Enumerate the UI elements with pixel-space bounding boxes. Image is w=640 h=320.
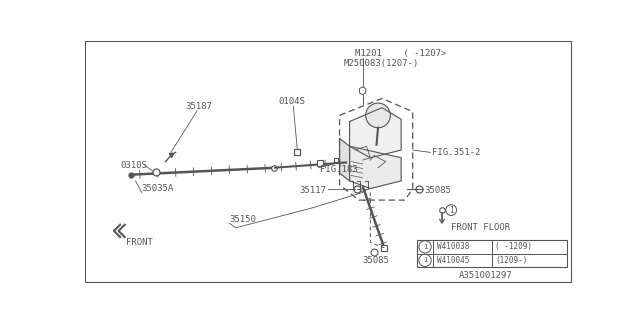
Text: 1: 1 xyxy=(449,206,454,215)
Polygon shape xyxy=(340,139,349,181)
Circle shape xyxy=(365,103,390,128)
Text: 35085: 35085 xyxy=(363,256,390,265)
Text: 35035A: 35035A xyxy=(141,184,174,193)
Text: ( -1209): ( -1209) xyxy=(495,242,532,252)
Polygon shape xyxy=(349,146,401,188)
Bar xyxy=(417,240,568,267)
Text: 35117: 35117 xyxy=(300,186,326,195)
Polygon shape xyxy=(349,108,401,158)
Text: 35085: 35085 xyxy=(424,186,451,195)
Text: FRONT: FRONT xyxy=(126,238,153,247)
Polygon shape xyxy=(360,87,365,95)
Text: M250083(1207-): M250083(1207-) xyxy=(344,59,419,68)
Text: 1: 1 xyxy=(423,244,428,250)
Text: 35187: 35187 xyxy=(186,102,212,111)
Text: W410045: W410045 xyxy=(436,256,469,265)
Text: 35150: 35150 xyxy=(230,215,256,224)
Text: 0310S: 0310S xyxy=(120,161,147,170)
Text: (1209-): (1209-) xyxy=(495,256,527,265)
Text: 1: 1 xyxy=(423,257,428,263)
Text: FIG.183: FIG.183 xyxy=(320,165,358,174)
Text: M1201    ( -1207>: M1201 ( -1207> xyxy=(355,49,446,58)
Text: W410038: W410038 xyxy=(436,242,469,252)
Text: A351001297: A351001297 xyxy=(459,271,513,280)
Text: 0104S: 0104S xyxy=(279,97,305,106)
Text: FRONT FLOOR: FRONT FLOOR xyxy=(451,222,510,232)
Text: FIG.351-2: FIG.351-2 xyxy=(432,148,481,157)
